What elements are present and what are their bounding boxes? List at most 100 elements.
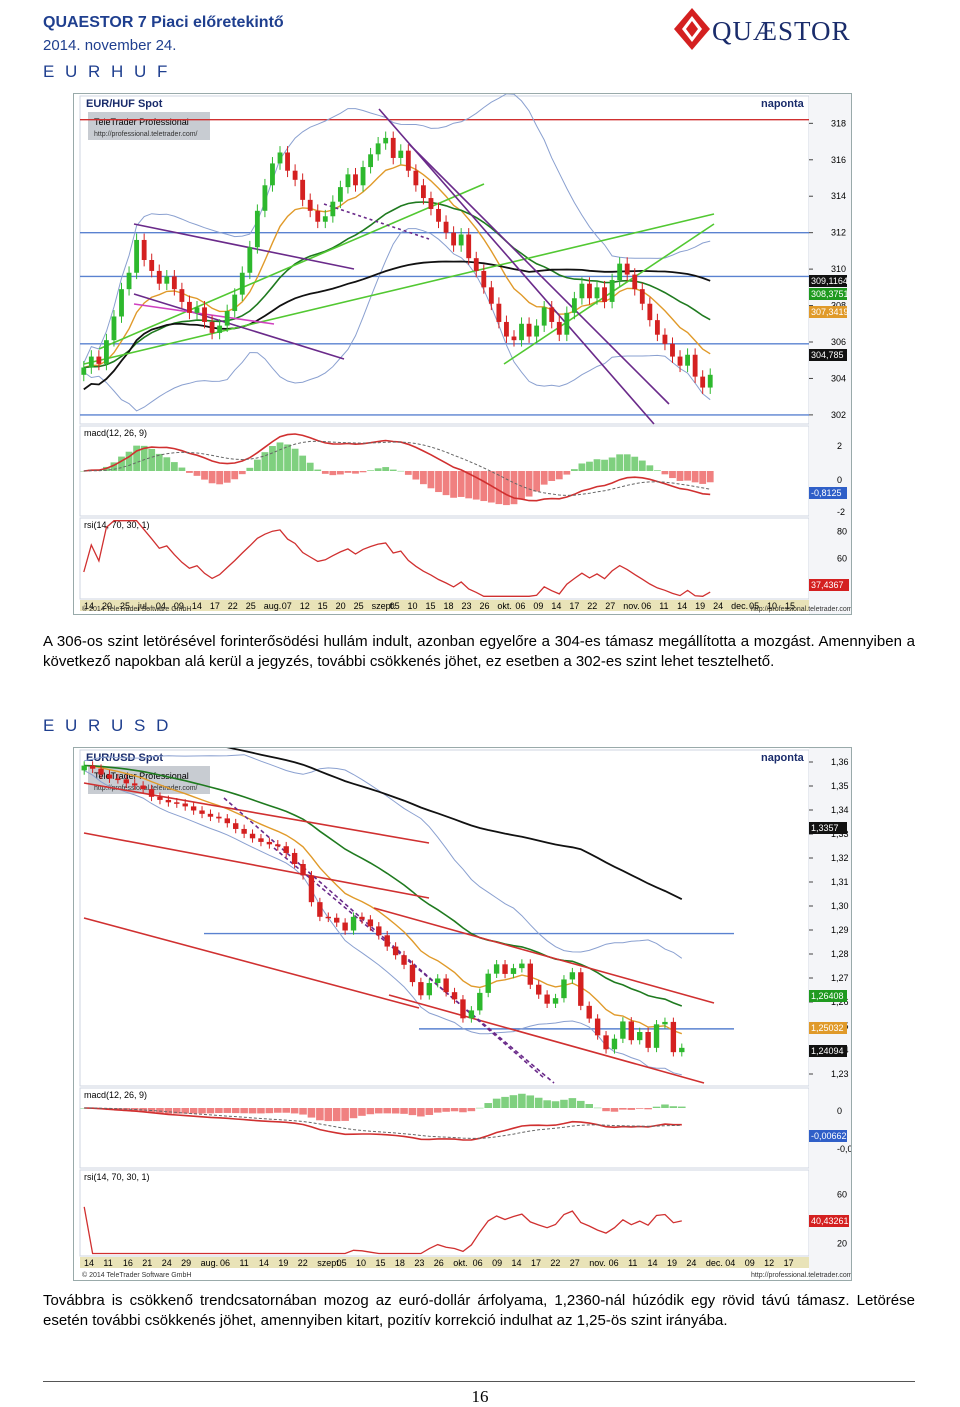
trend-line xyxy=(83,782,430,844)
price-tag-label: 304,785 xyxy=(811,350,844,360)
macd-histogram-bar xyxy=(435,471,442,493)
chart-title: EUR/HUF Spot xyxy=(86,98,163,110)
candle xyxy=(141,233,147,267)
eurhuf-chart-svg: EUR/HUF Spot naponta TeleTrader Profession… xyxy=(74,94,851,614)
candle-body xyxy=(435,978,441,984)
date-tick-label: 11 xyxy=(628,1258,637,1268)
candle-body xyxy=(578,972,584,1006)
candle-body xyxy=(300,864,306,876)
rsi-panel xyxy=(79,517,810,600)
candle-body xyxy=(217,325,223,333)
macd-histogram-bar xyxy=(593,459,601,471)
macd-signal-line xyxy=(83,440,711,496)
candle-body xyxy=(413,170,419,186)
date-tick-label: 22 xyxy=(550,1258,560,1268)
date-tick-label: 14 xyxy=(512,1258,522,1268)
candle xyxy=(392,942,399,960)
candle xyxy=(98,764,104,779)
rsi-line xyxy=(83,1206,682,1255)
date-tick-label: 05 xyxy=(337,1258,347,1268)
candle-body xyxy=(536,984,542,995)
date-tick-label: 11 xyxy=(103,1258,112,1268)
candle xyxy=(493,960,500,978)
candle xyxy=(275,840,281,851)
date-tick-label: 19 xyxy=(667,1258,677,1268)
date-tick-label: 06 xyxy=(641,601,651,611)
candle xyxy=(620,1017,626,1044)
candle xyxy=(594,1014,601,1040)
candle-body xyxy=(194,307,200,313)
macd-histogram-bar xyxy=(525,471,533,497)
macd-histogram-bar xyxy=(125,451,133,471)
candle-body xyxy=(428,198,434,209)
candle-body xyxy=(620,1021,626,1039)
macd-histogram-bar xyxy=(518,471,525,500)
candle-body xyxy=(451,992,458,1000)
candle-body xyxy=(141,239,147,260)
candle-body xyxy=(504,321,509,337)
candle xyxy=(233,818,239,834)
macd-histogram-bar xyxy=(170,462,178,471)
watermark-box xyxy=(88,112,210,140)
macd-histogram-bar xyxy=(602,1108,610,1112)
candle-body xyxy=(544,994,550,1004)
candle xyxy=(209,315,215,340)
candle xyxy=(134,233,140,280)
date-tick-label: dec. xyxy=(731,601,748,611)
candle xyxy=(578,967,584,1011)
macd-histogram-bar xyxy=(139,1108,147,1113)
macd-histogram-bar xyxy=(492,1098,501,1108)
price-tick-label: 1,29 xyxy=(831,925,849,935)
macd-histogram-bar xyxy=(181,1108,189,1114)
candle xyxy=(322,209,328,229)
candle-body xyxy=(556,321,562,335)
macd-histogram-bar xyxy=(560,1099,568,1108)
date-tick-label: 15 xyxy=(375,1258,385,1268)
price-tag-label: 1,26408 xyxy=(811,991,844,1001)
candle xyxy=(527,959,533,990)
date-tick-label: nov. xyxy=(623,601,639,611)
price-tag xyxy=(809,275,847,287)
macd-histogram-bar xyxy=(563,471,571,475)
candle-body xyxy=(409,964,416,983)
macd-histogram-bar xyxy=(329,471,337,476)
candle xyxy=(692,348,698,383)
date-tick-label: aug. xyxy=(201,1258,219,1268)
candle xyxy=(132,779,138,790)
price-tag-label: 309,1164 xyxy=(811,276,848,286)
macd-histogram-bar xyxy=(495,471,503,505)
macd-histogram-bar xyxy=(442,471,450,496)
candle-body xyxy=(383,137,389,144)
candle xyxy=(468,1006,475,1023)
candle xyxy=(353,167,358,192)
rsi-tag-label: 37,4367 xyxy=(811,580,844,590)
date-tick-label: 10 xyxy=(767,601,777,611)
watermark-text: TeleTrader Professional xyxy=(94,117,189,127)
candle xyxy=(510,963,517,979)
trend-line xyxy=(83,213,715,365)
macd-histogram-bar xyxy=(484,1103,492,1108)
candle-body xyxy=(552,998,559,1004)
candle xyxy=(325,912,331,923)
macd-histogram-bar xyxy=(231,471,239,480)
candle xyxy=(552,993,559,1008)
candle xyxy=(315,204,321,229)
macd-histogram-bar xyxy=(526,1095,535,1108)
candle-body xyxy=(224,311,230,326)
candle-body xyxy=(342,922,348,931)
candle-body xyxy=(285,152,290,171)
candle xyxy=(232,288,238,318)
bollinger-lower xyxy=(83,769,682,1076)
macd-histogram-bar xyxy=(548,471,556,481)
date-tick-label: 10 xyxy=(408,601,418,611)
chart-period: naponta xyxy=(761,98,805,110)
candle-body xyxy=(164,276,170,284)
date-tick-label: 09 xyxy=(492,1258,502,1268)
candle xyxy=(504,315,509,343)
macd-histogram-bar xyxy=(691,471,699,483)
candle-body xyxy=(174,802,180,804)
candle xyxy=(594,280,600,305)
macd-histogram-bar xyxy=(397,470,405,472)
macd-histogram-bar xyxy=(433,1108,442,1113)
candle-body xyxy=(81,765,87,771)
